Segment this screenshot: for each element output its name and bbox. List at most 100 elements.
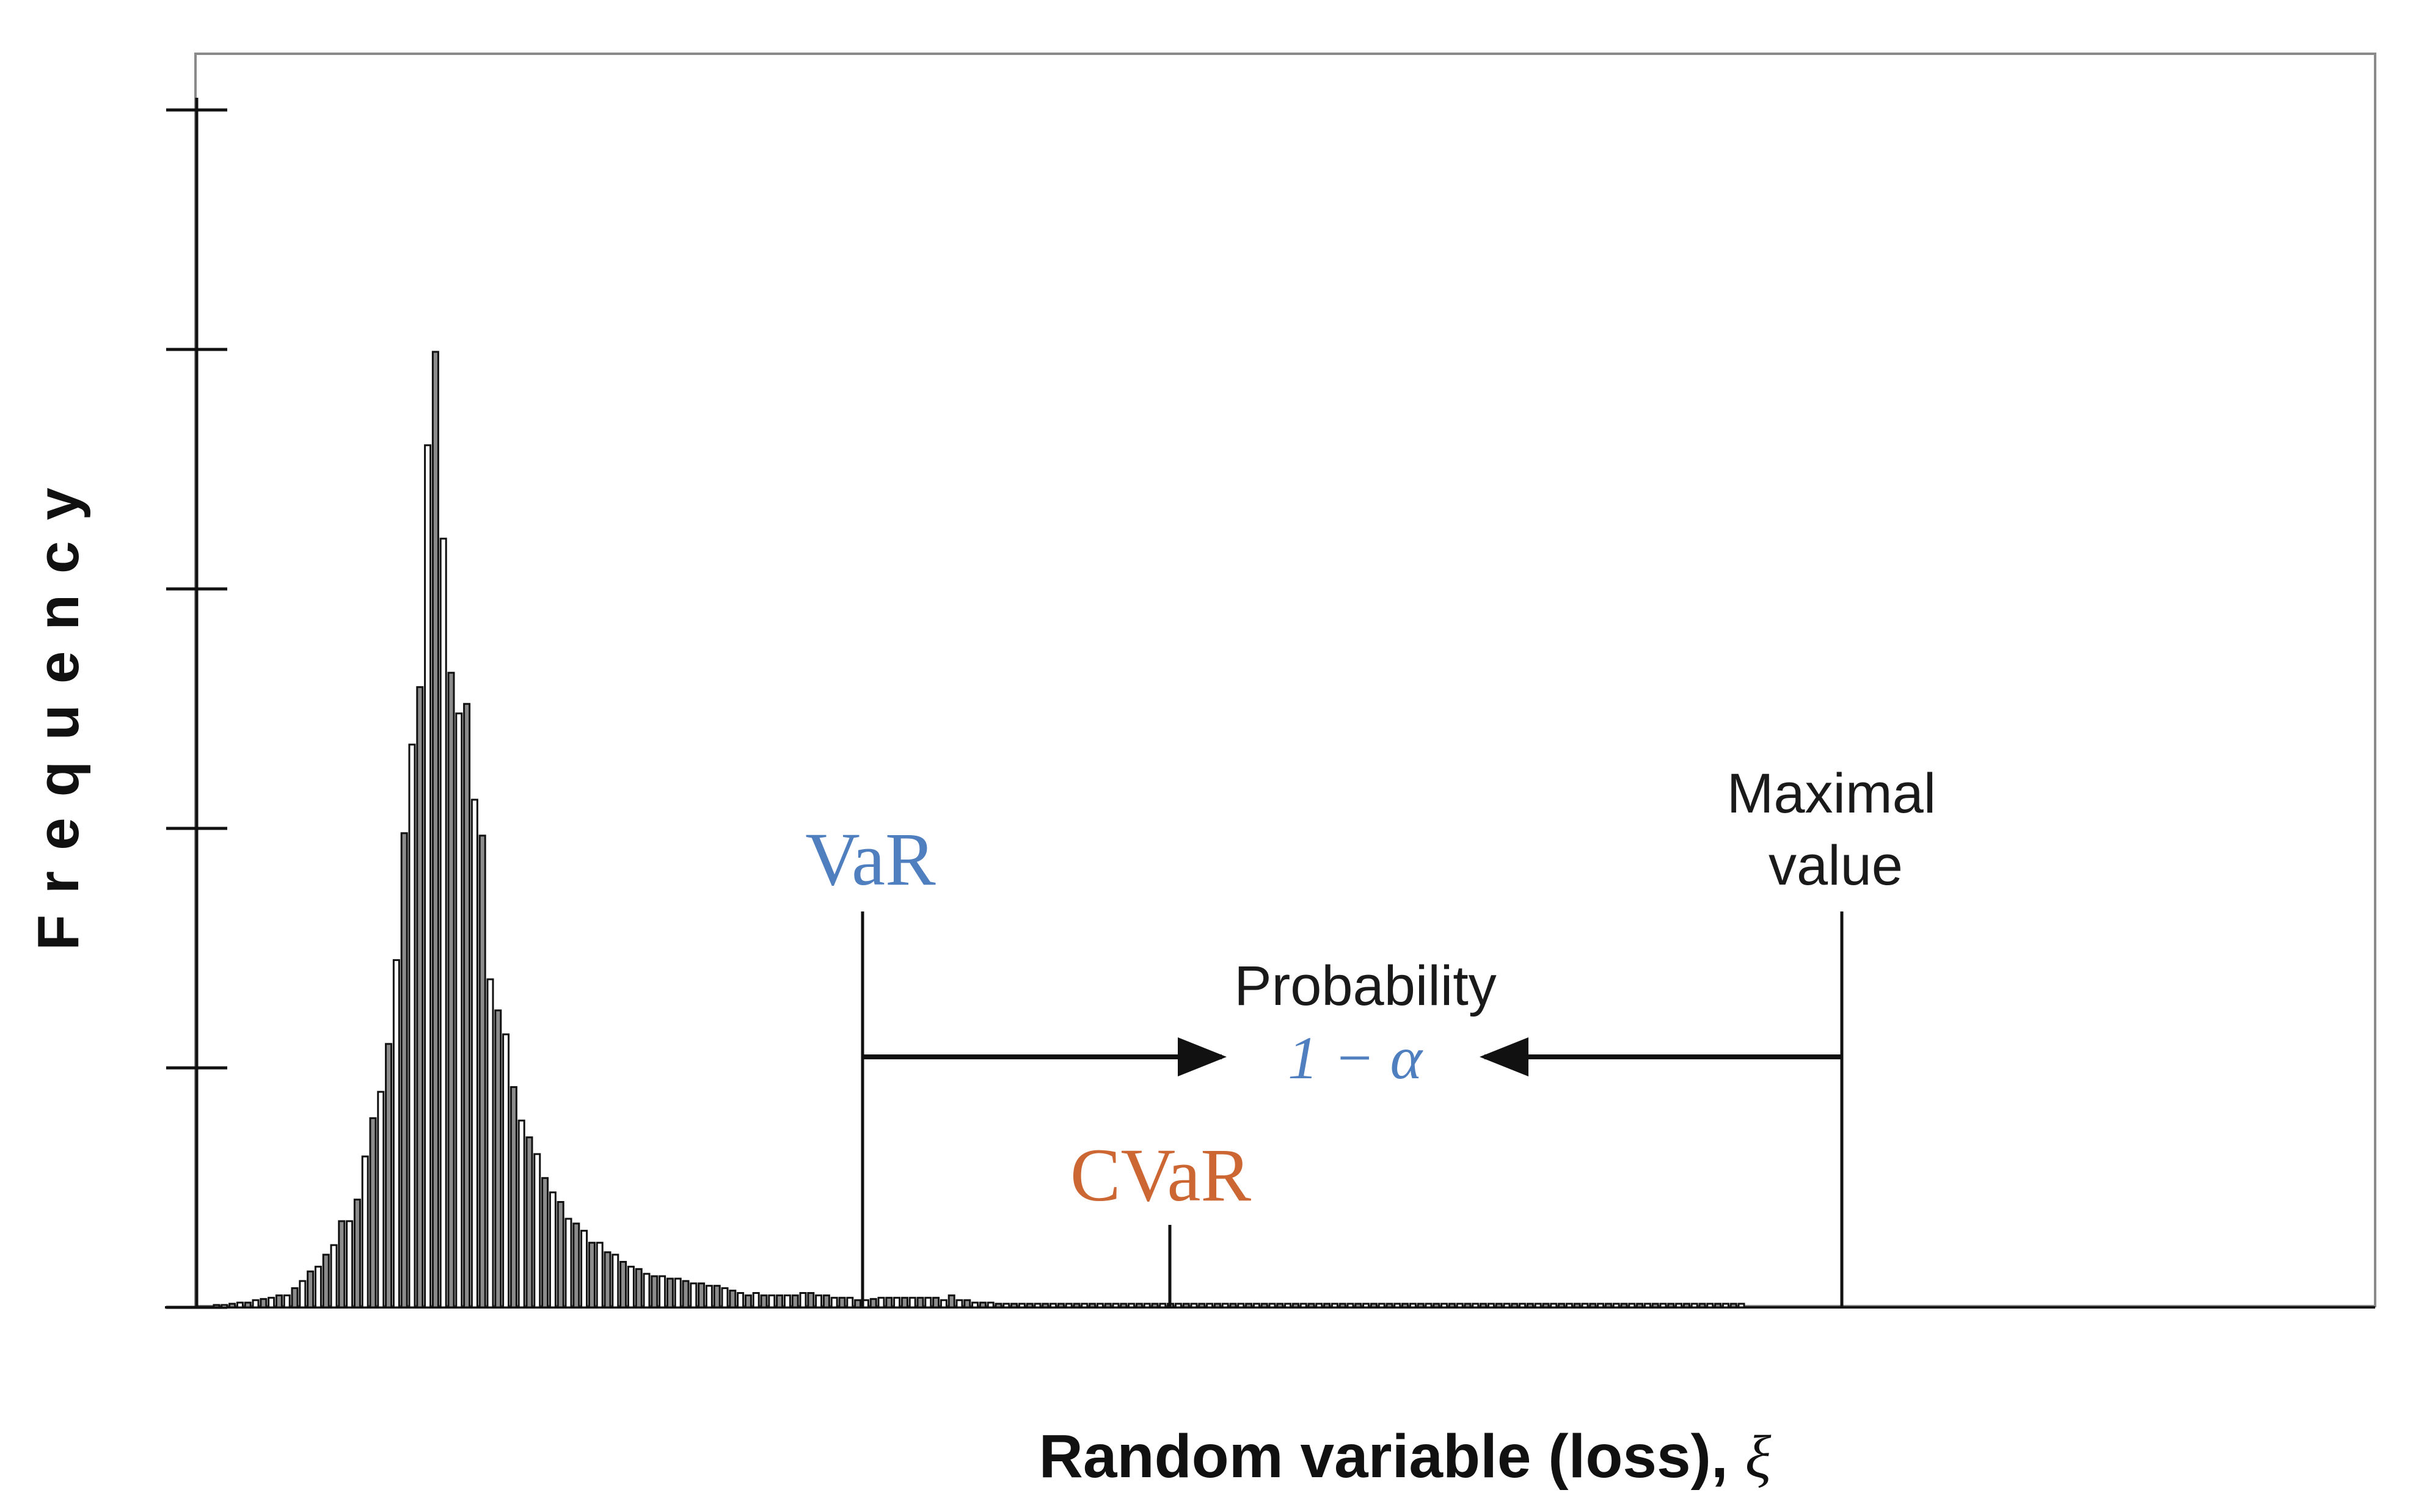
histogram-bar [221, 1304, 228, 1309]
histogram-bar [244, 1301, 252, 1309]
histogram-bar [1284, 1302, 1292, 1309]
histogram-bar [463, 703, 471, 1309]
histogram-bar [1182, 1302, 1190, 1309]
histogram-bar [830, 1296, 838, 1309]
histogram-bar [1620, 1302, 1628, 1309]
histogram-bar [854, 1299, 862, 1309]
histogram-bar [361, 1155, 369, 1309]
histogram-bar [1065, 1302, 1073, 1309]
histogram-bar [509, 1086, 517, 1309]
histogram-bar [1174, 1302, 1182, 1309]
histogram-bar [1472, 1302, 1480, 1309]
histogram-bar [807, 1292, 815, 1309]
histogram-bar [1268, 1302, 1276, 1309]
histogram-bar [698, 1282, 706, 1309]
histogram-bar [1104, 1302, 1112, 1309]
histogram-bar [1425, 1302, 1433, 1309]
histogram-bar [1229, 1302, 1237, 1309]
histogram-bar [1362, 1302, 1370, 1309]
histogram-bar [885, 1296, 893, 1309]
histogram-bar [1729, 1302, 1737, 1309]
histogram-bar [1401, 1302, 1409, 1309]
histogram-bar [1612, 1302, 1620, 1309]
histogram-bar [1714, 1302, 1722, 1309]
histogram-bar [869, 1298, 877, 1309]
histogram-bar [283, 1294, 291, 1309]
histogram-bar [651, 1275, 659, 1309]
histogram-bar [1346, 1302, 1354, 1309]
histogram-bar [486, 978, 494, 1309]
histogram-bar [369, 1117, 377, 1309]
histogram-bar [385, 1043, 393, 1309]
histogram-bar [604, 1251, 611, 1309]
histogram-bar [1667, 1302, 1675, 1309]
histogram-bar [995, 1302, 1002, 1309]
histogram-bar [979, 1301, 987, 1309]
histogram-bar [1589, 1302, 1597, 1309]
histogram-bar [1519, 1302, 1527, 1309]
histogram-bar [908, 1296, 916, 1309]
histogram-bar [517, 1119, 525, 1309]
histogram-bar [721, 1287, 729, 1309]
histogram-bar [424, 444, 432, 1309]
histogram-bar [1378, 1302, 1385, 1309]
histogram-bar [838, 1296, 846, 1309]
histogram-bar [611, 1254, 619, 1309]
histogram-bar [1495, 1302, 1503, 1309]
histogram-bar [596, 1241, 604, 1309]
histogram-bar [682, 1280, 690, 1309]
histogram-bar [1659, 1302, 1667, 1309]
histogram-bar [228, 1302, 236, 1309]
histogram-bar [1651, 1302, 1659, 1309]
histogram-bar [1370, 1302, 1378, 1309]
histogram-bar [1331, 1302, 1338, 1309]
histogram-bar [1440, 1302, 1448, 1309]
histogram-bar [1002, 1302, 1010, 1309]
histogram-bar [799, 1292, 807, 1309]
x-axis-label: Random variable (loss), ξ [1039, 1422, 1772, 1491]
histogram-bar [1682, 1302, 1690, 1309]
histogram-bar [1206, 1302, 1214, 1309]
histogram-bar [791, 1294, 799, 1309]
histogram-bar [1307, 1302, 1315, 1309]
histogram-bar [494, 1009, 502, 1309]
histogram-bar [987, 1301, 995, 1309]
histogram-bar [1034, 1302, 1042, 1309]
histogram-bar [346, 1220, 354, 1309]
histogram-bar [776, 1294, 784, 1309]
histogram-bar [1299, 1302, 1307, 1309]
histogram-bar [377, 1090, 385, 1309]
histogram-bar [1143, 1302, 1151, 1309]
histogram-bar [213, 1304, 221, 1309]
histogram-bar [1237, 1302, 1245, 1309]
histogram-bar [705, 1285, 713, 1309]
histogram-bar [533, 1153, 541, 1309]
histogram-bar [1252, 1302, 1260, 1309]
histogram-bar [1737, 1302, 1745, 1309]
histogram-bar [1057, 1302, 1065, 1309]
histogram-bar [307, 1270, 315, 1309]
histogram-bar [1503, 1302, 1511, 1309]
histogram-bar [1573, 1302, 1581, 1309]
histogram-bar [666, 1277, 674, 1309]
histogram-bar [619, 1261, 627, 1309]
probability-label: Probability [1234, 955, 1497, 1017]
histogram-bar [1636, 1302, 1644, 1309]
histogram-bar [400, 832, 408, 1309]
histogram-bar [252, 1299, 260, 1309]
histogram-bar [1480, 1302, 1488, 1309]
histogram-bar [893, 1296, 901, 1309]
histogram-bar [1042, 1302, 1050, 1309]
histogram-bar [1487, 1302, 1495, 1309]
histogram-bar [760, 1294, 768, 1309]
histogram-bar [643, 1273, 651, 1309]
histogram-bar [1089, 1302, 1097, 1309]
histogram-bar [236, 1301, 244, 1309]
histogram-bar [572, 1222, 580, 1309]
cvar-label: CVaR [1070, 1133, 1252, 1217]
histogram-bar [744, 1294, 752, 1309]
histogram-bar [291, 1287, 299, 1309]
histogram-bar [392, 959, 400, 1309]
histogram-bar [1245, 1302, 1253, 1309]
